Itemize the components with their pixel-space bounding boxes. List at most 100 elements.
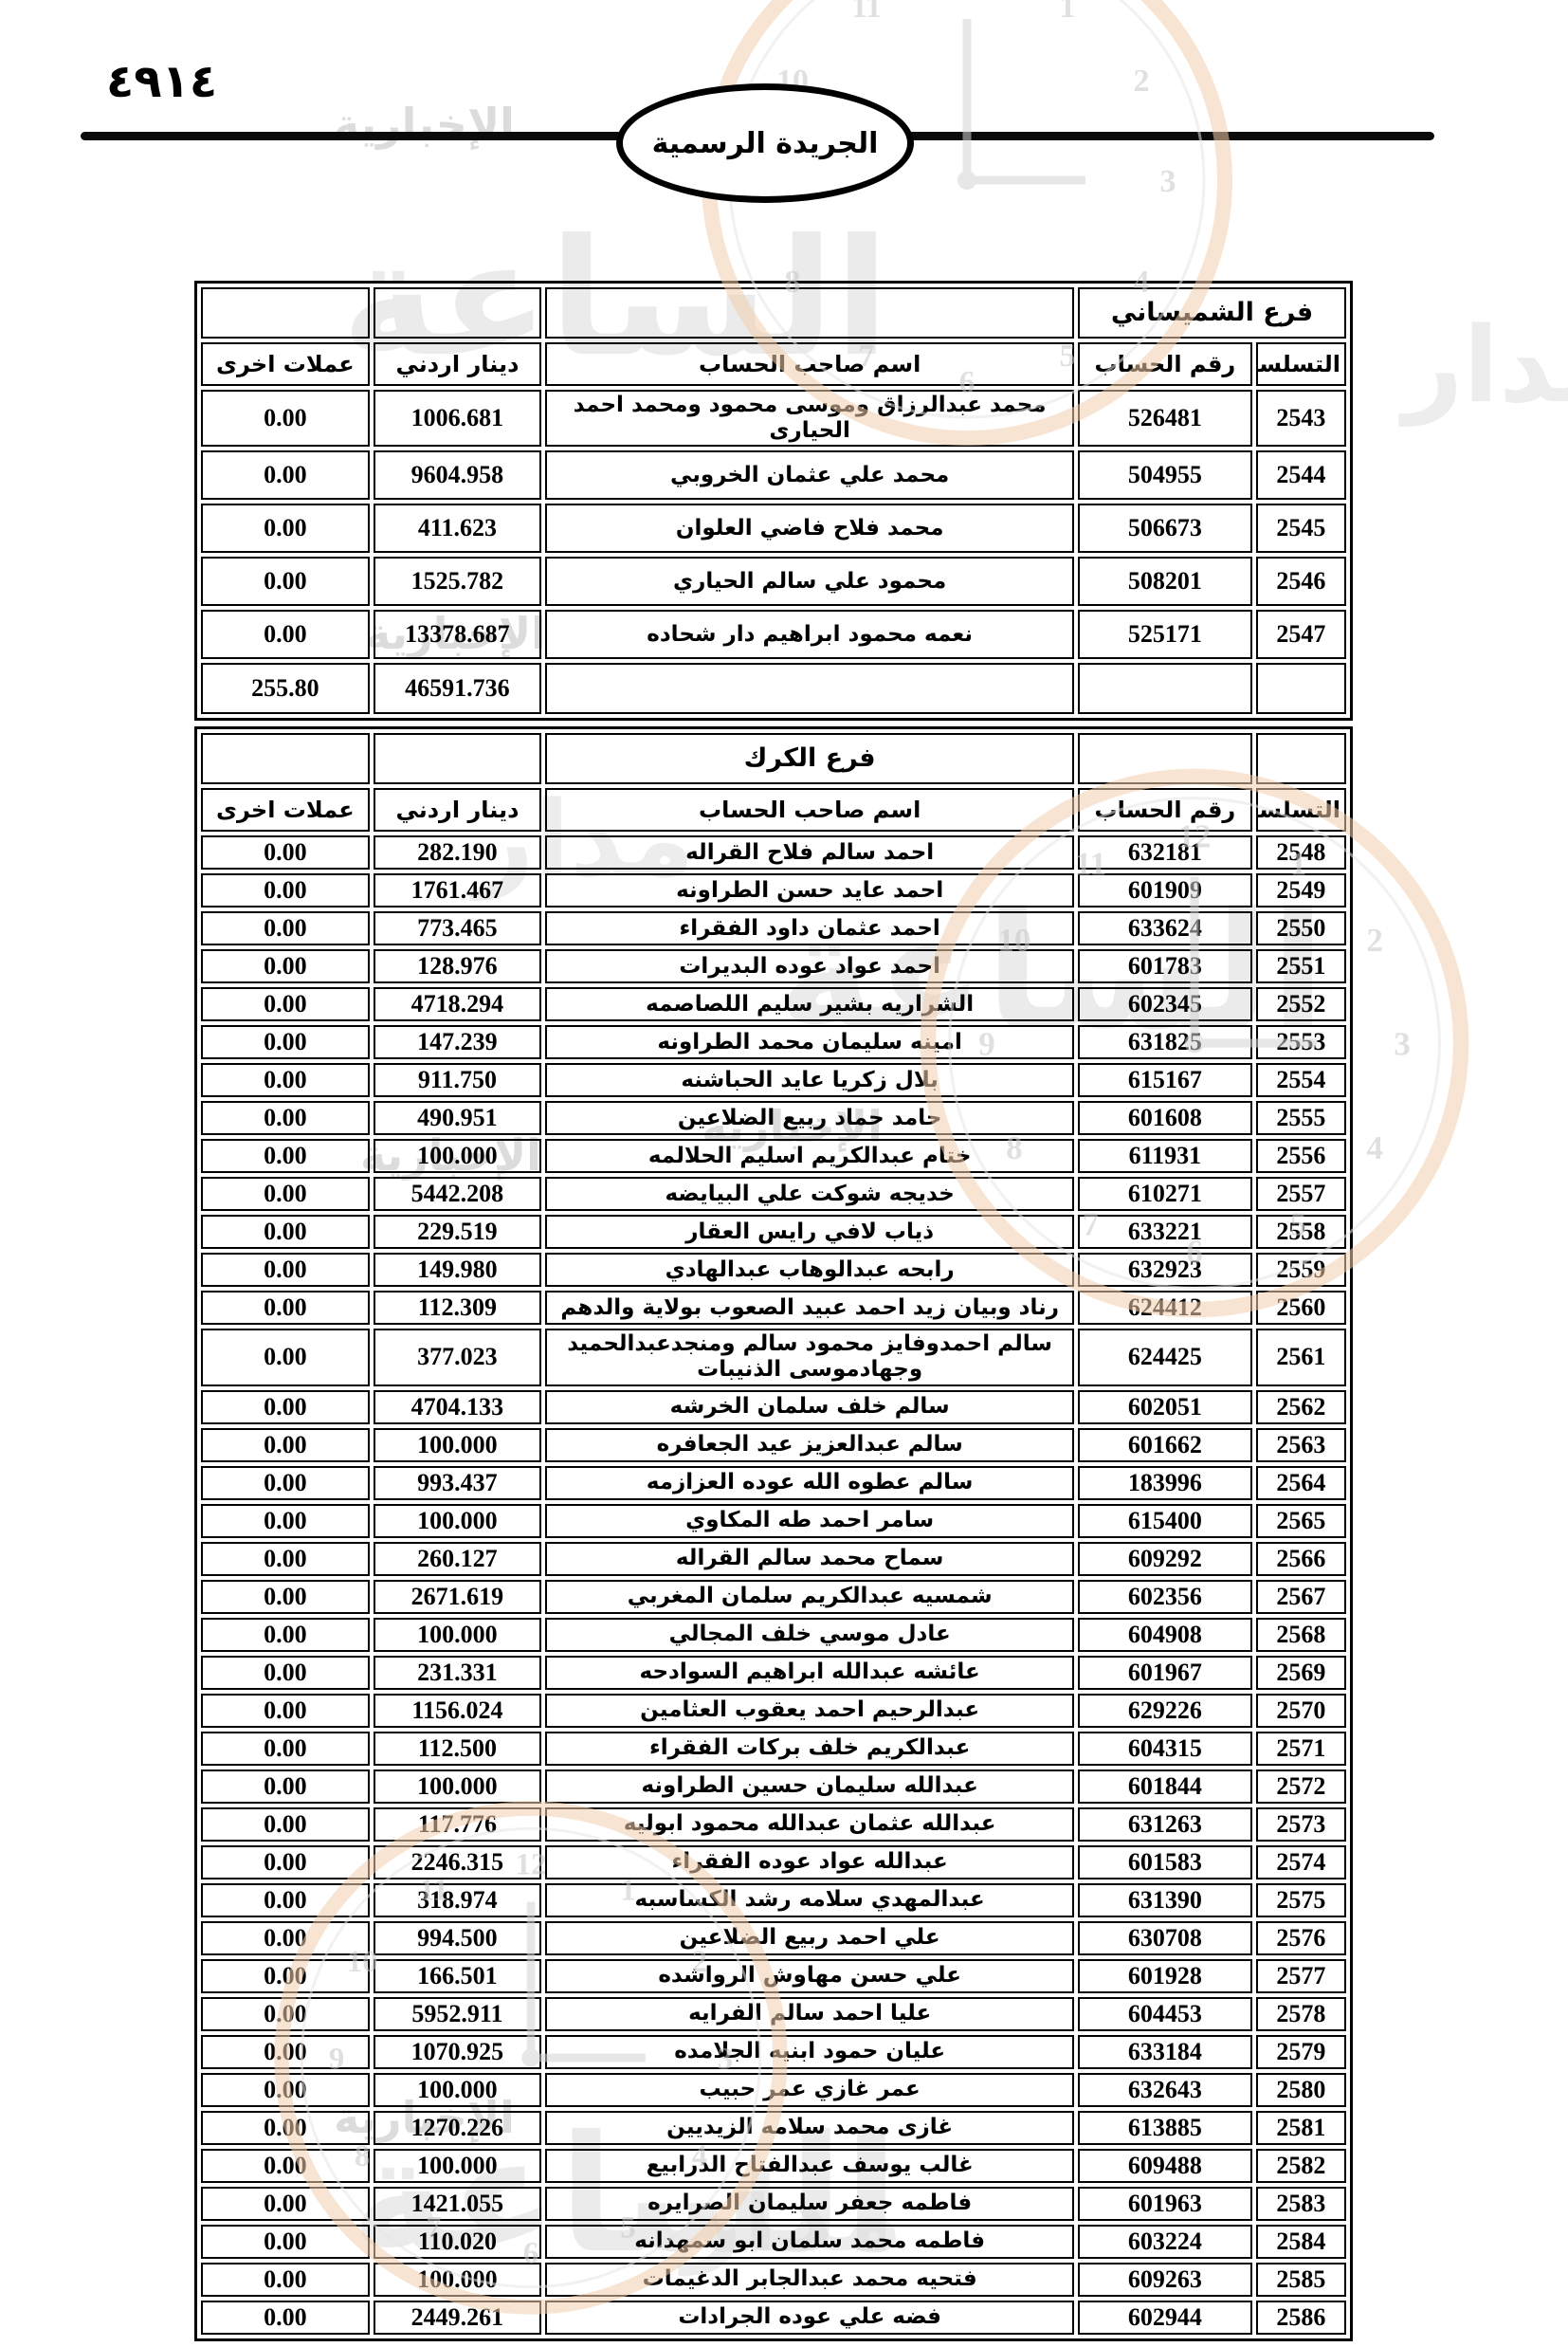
dinar-amount-cell: 100.000: [373, 1769, 542, 1804]
other-currency-cell: 0.00: [201, 2072, 370, 2107]
account-holder-cell: عبدالكريم خلف بركات الفقراء: [545, 1731, 1075, 1766]
account-holder-cell: محمد علي عثمان الخروبي: [545, 450, 1075, 501]
account-holder-cell: احمد سالم فلاح القراله: [545, 835, 1075, 871]
other-currency-cell: 0.00: [201, 1253, 370, 1288]
account-number-cell: 601967: [1078, 1655, 1252, 1690]
dinar-amount-cell: 773.465: [373, 911, 542, 946]
serial-cell: 2563: [1255, 1427, 1346, 1462]
empty-cell: [373, 733, 542, 785]
account-number-cell: 601963: [1078, 2186, 1252, 2221]
branch-name-cell: فرع الكرك: [545, 733, 1075, 785]
serial-cell: 2553: [1255, 1025, 1346, 1060]
account-number-cell: 613885: [1078, 2110, 1252, 2145]
account-holder-cell: الشراريه بشير سليم اللصاصمه: [545, 987, 1075, 1022]
serial-cell: 2559: [1255, 1253, 1346, 1288]
serial-cell: 2548: [1255, 835, 1346, 871]
serial-cell: 2578: [1255, 1996, 1346, 2031]
account-holder-cell: شمسيه عبدالكريم سلمان المغربي: [545, 1579, 1075, 1614]
other-currency-cell: 0.00: [201, 1389, 370, 1424]
account-holder-cell: غازى محمد سلامه الزيديين: [545, 2110, 1075, 2145]
account-holder-cell: رابحه عبدالوهاب عبدالهادي: [545, 1253, 1075, 1288]
other-currency-cell: 0.00: [201, 504, 370, 554]
serial-cell: 2556: [1255, 1139, 1346, 1174]
other-currency-cell: 0.00: [201, 1427, 370, 1462]
account-number-cell: 602356: [1078, 1579, 1252, 1614]
other-currency-cell: 0.00: [201, 1025, 370, 1060]
serial-cell: 2582: [1255, 2148, 1346, 2183]
column-header-row: التسلسل رقم الحساب اسم صاحب الحساب دينار…: [201, 788, 1346, 833]
empty-cell: [373, 287, 542, 339]
account-holder-cell: ذياب لافي رايس العقار: [545, 1215, 1075, 1250]
account-number-cell: 609263: [1078, 2262, 1252, 2297]
other-currency-cell: 0.00: [201, 1844, 370, 1879]
dinar-amount-cell: 911.750: [373, 1063, 542, 1098]
other-currency-cell: 0.00: [201, 2262, 370, 2297]
other-currency-cell: 0.00: [201, 2034, 370, 2069]
empty-cell: [1255, 663, 1346, 715]
account-number-cell: 604453: [1078, 1996, 1252, 2031]
other-currency-cell: 0.00: [201, 1177, 370, 1212]
account-holder-cell: حامد حماد ربيع الضلاعين: [545, 1101, 1075, 1136]
branch-name-cell: فرع الشميساني: [1078, 287, 1346, 339]
other-currency-cell: 0.00: [201, 557, 370, 607]
account-number-cell: 633221: [1078, 1215, 1252, 1250]
table-row: 2548 632181 احمد سالم فلاح القراله 282.190 0…: [201, 835, 1346, 871]
account-holder-cell: فضه علي عوده الجرادات: [545, 2300, 1075, 2335]
other-currency-cell: 0.00: [201, 1101, 370, 1136]
branch-totals-row: 46591.736 255.80: [201, 663, 1346, 715]
dinar-amount-cell: 100.000: [373, 1139, 542, 1174]
table-row: 2578 604453 عليا احمد سالم الفرايه 5952.911…: [201, 1996, 1346, 2031]
other-currency-cell: 0.00: [201, 1215, 370, 1250]
serial-cell: 2571: [1255, 1731, 1346, 1766]
table-row: 2571 604315 عبدالكريم خلف بركات الفقراء 112…: [201, 1731, 1346, 1766]
table-row: 2579 633184 عليان حمود ابنيه الجلامده 1070.…: [201, 2034, 1346, 2069]
other-currency-cell: 0.00: [201, 1063, 370, 1098]
serial-cell: 2558: [1255, 1215, 1346, 1250]
watermark-agency-word: مدار: [1403, 304, 1568, 426]
account-number-cell: 601909: [1078, 873, 1252, 908]
other-currency-cell: 0.00: [201, 610, 370, 660]
table-row: 2564 183996 سالم عطوه الله عوده العزازمه 99…: [201, 1465, 1346, 1500]
table-row: 2556 611931 ختام عبدالكريم اسليم الحلالمه 1…: [201, 1139, 1346, 1174]
other-currency-cell: 0.00: [201, 1291, 370, 1326]
account-number-cell: 609292: [1078, 1541, 1252, 1576]
dinar-amount-cell: 411.623: [373, 504, 542, 554]
account-holder-cell: عائشه عبدالله ابراهيم السوادحه: [545, 1655, 1075, 1690]
account-holder-cell: سالم عبدالعزيز عيد الجعافره: [545, 1427, 1075, 1462]
account-holder-cell: احمد عايد حسن الطراونه: [545, 873, 1075, 908]
total-other-currencies-cell: 255.80: [201, 663, 370, 715]
dinar-amount-cell: 4704.133: [373, 1389, 542, 1424]
account-holder-cell: عبدالله عواد عوده الفقراء: [545, 1844, 1075, 1879]
table-row: 2558 633221 ذياب لافي رايس العقار 229.519 0.…: [201, 1215, 1346, 1250]
serial-cell: 2555: [1255, 1101, 1346, 1136]
serial-cell: 2573: [1255, 1806, 1346, 1842]
branch-header-row: فرع الشميساني: [201, 287, 1346, 339]
serial-header: التسلسل: [1255, 342, 1346, 386]
page-number: ٤٩١٤: [106, 55, 218, 108]
other-currency-cell: 0.00: [201, 2186, 370, 2221]
serial-cell: 2551: [1255, 949, 1346, 984]
account-holder-cell: محمود علي سالم الحياري: [545, 557, 1075, 607]
other-currency-cell: 0.00: [201, 450, 370, 501]
serial-cell: 2577: [1255, 1958, 1346, 1993]
other-currency-cell: 0.00: [201, 1139, 370, 1174]
account-number-cell: 508201: [1078, 557, 1252, 607]
svg-text:3: 3: [1160, 164, 1176, 199]
table-row: 2569 601967 عائشه عبدالله ابراهيم السوادحه…: [201, 1655, 1346, 1690]
account-holder-cell: محمد عبدالرزاق وموسى محمود ومحمد احمد ال…: [545, 390, 1075, 448]
table-row: 2562 602051 سالم خلف سلمان الخرشه 4704.133 0…: [201, 1389, 1346, 1424]
other-currency-cell: 0.00: [201, 1693, 370, 1728]
account-holder-cell: فاطمه محمد سلمان ابو سمهدانه: [545, 2224, 1075, 2259]
table-row: 2559 632923 رابحه عبدالوهاب عبدالهادي 149.9…: [201, 1253, 1346, 1288]
account-number-cell: 602051: [1078, 1389, 1252, 1424]
table-row: 2567 602356 شمسيه عبدالكريم سلمان المغربي 2…: [201, 1579, 1346, 1614]
other-currency-cell: 0.00: [201, 1996, 370, 2031]
serial-cell: 2544: [1255, 450, 1346, 501]
serial-cell: 2562: [1255, 1389, 1346, 1424]
table-row: 2545 506673 محمد فلاح فاضي العلوان 411.623 0…: [201, 504, 1346, 554]
serial-cell: 2585: [1255, 2262, 1346, 2297]
branch-header-row: فرع الكرك: [201, 733, 1346, 785]
other-currency-cell: 0.00: [201, 873, 370, 908]
serial-cell: 2574: [1255, 1844, 1346, 1879]
dinar-amount-cell: 100.000: [373, 2262, 542, 2297]
